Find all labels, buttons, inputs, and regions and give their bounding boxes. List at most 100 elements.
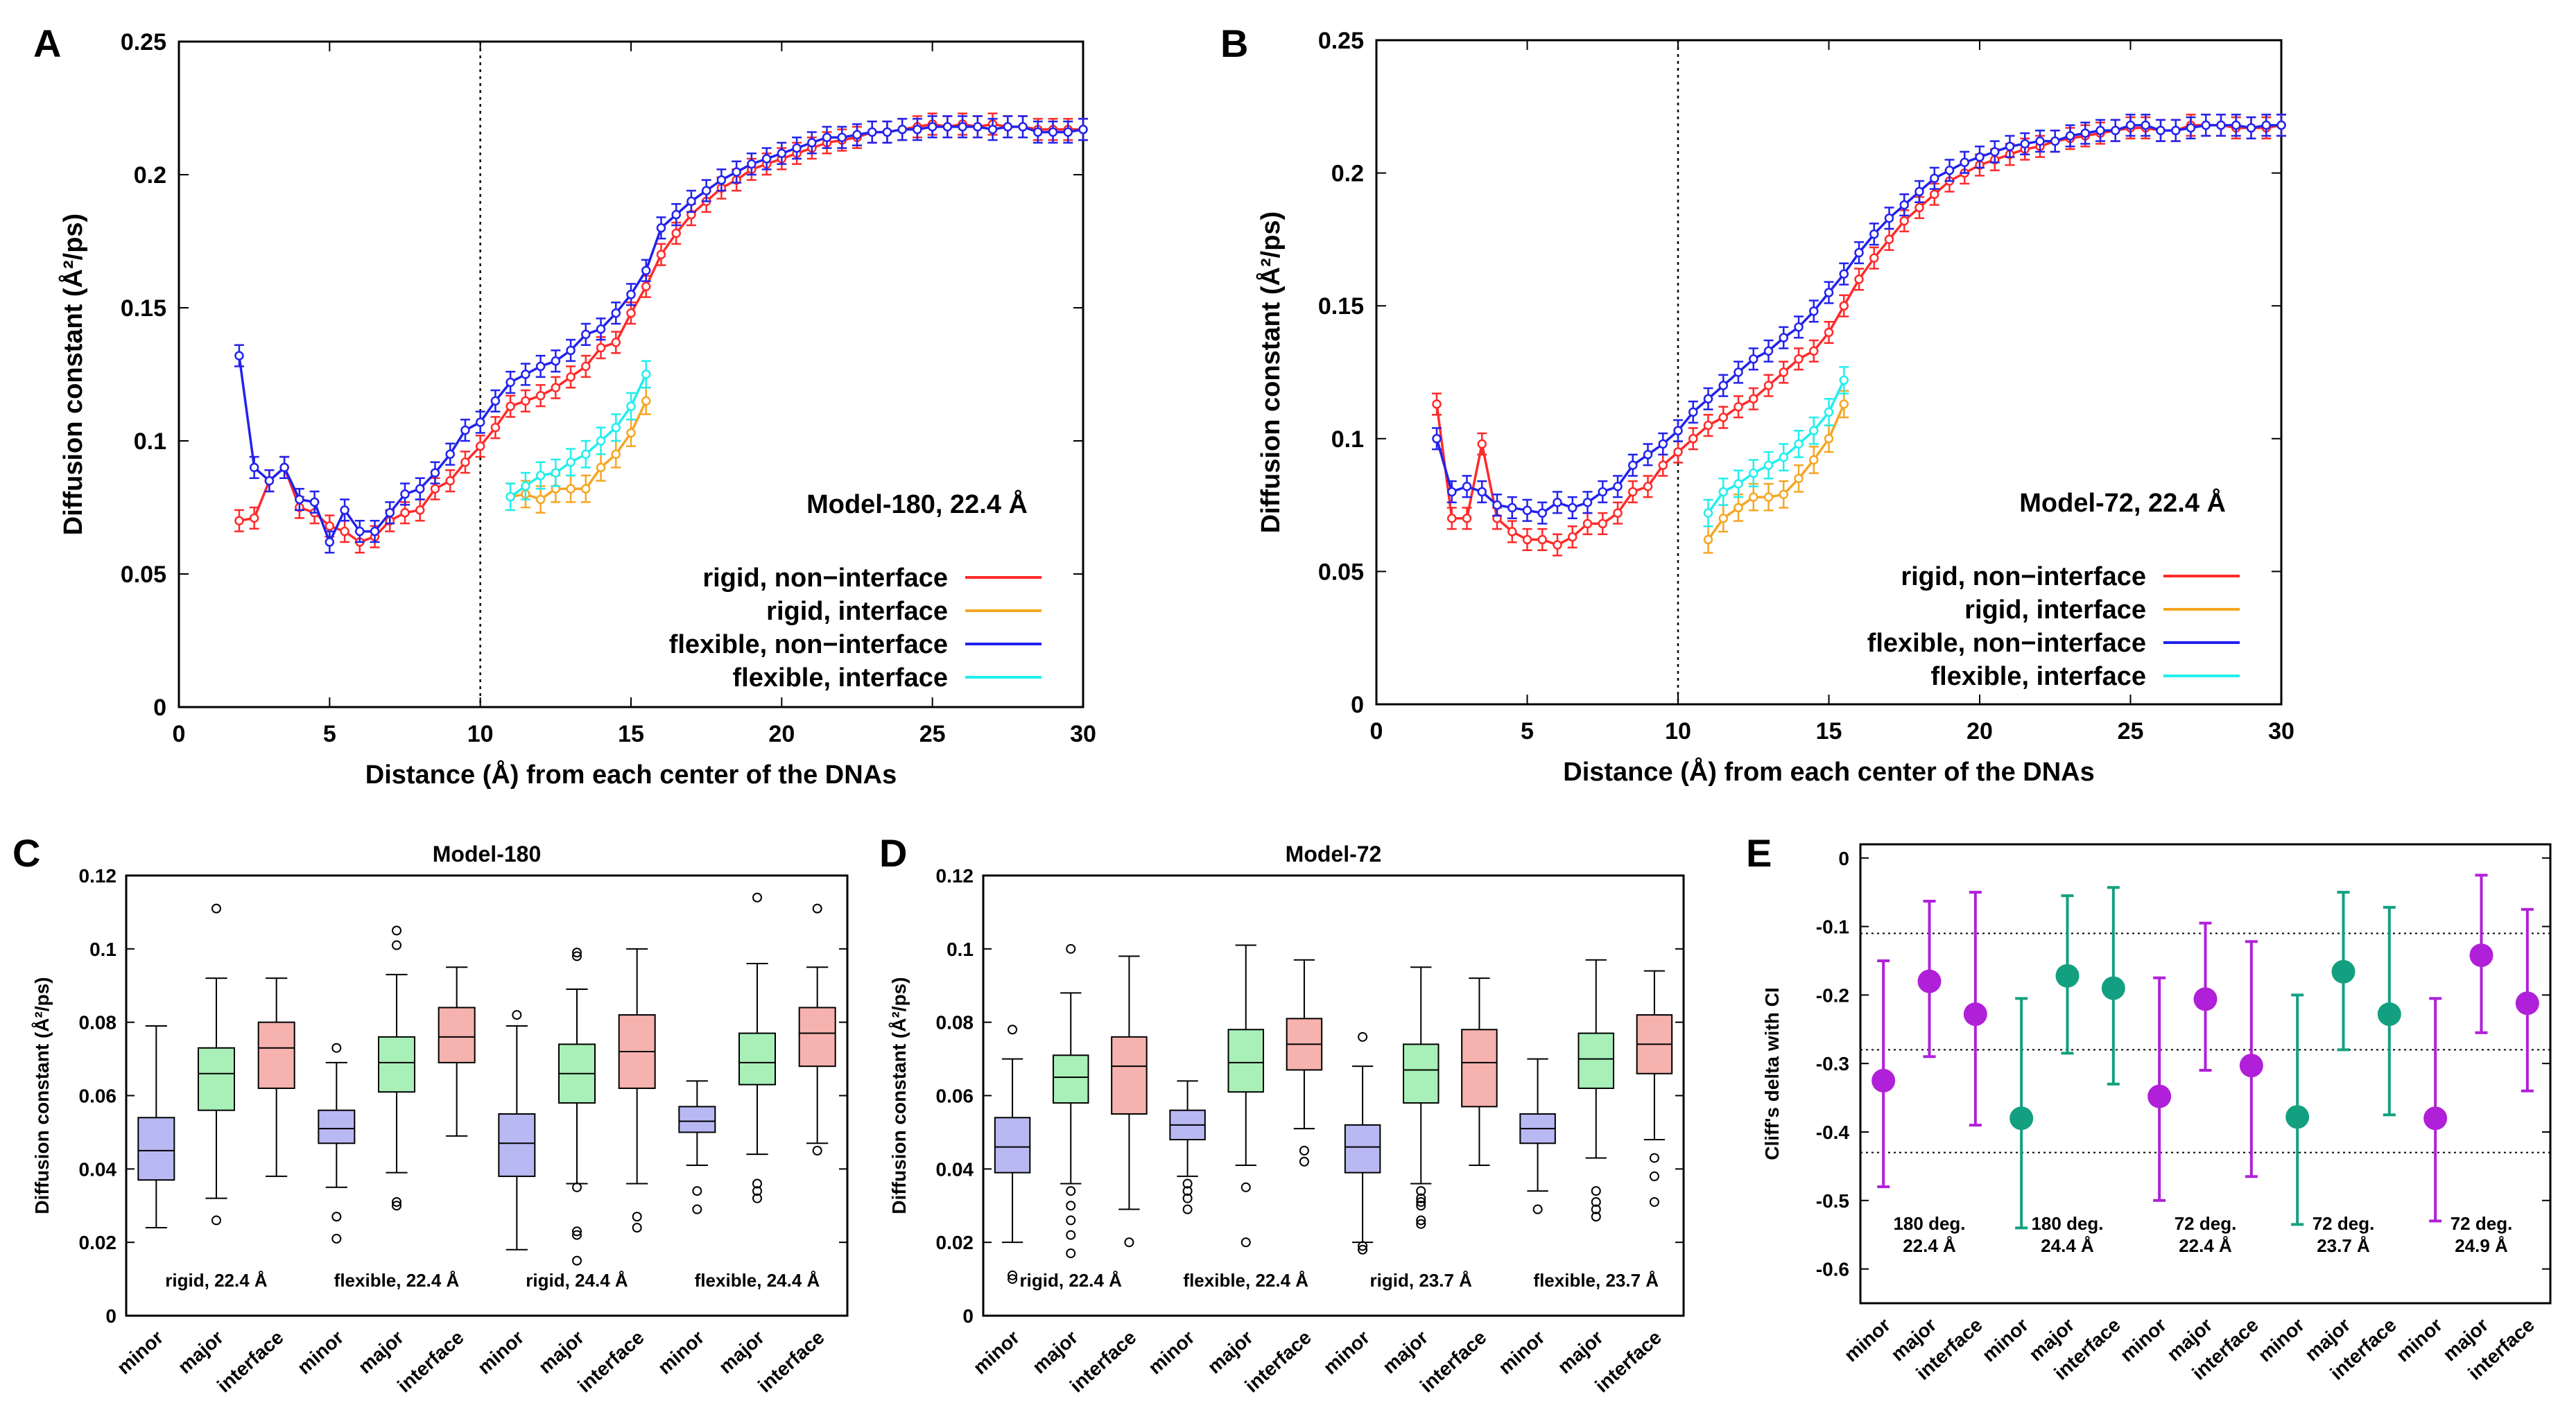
data-point (2216, 120, 2226, 130)
data-point (505, 401, 515, 411)
x-tick-label: 0 (1370, 718, 1383, 745)
y-tick-label: 0.05 (121, 561, 166, 588)
data-point (551, 383, 561, 392)
data-point (1734, 479, 1743, 489)
outlier-point (752, 1178, 762, 1189)
iqr-box (198, 1047, 235, 1111)
box-minor (1344, 1031, 1381, 1255)
y-tick-label: 0.12 (936, 865, 974, 887)
series-flexible-interface (505, 360, 651, 512)
group-label-line1: 180 deg. (2031, 1213, 2103, 1234)
series-rigid-interface (1703, 390, 1849, 554)
outlier-point (1124, 1237, 1134, 1248)
cliff-point-major (2469, 873, 2493, 1034)
data-point (1763, 460, 1774, 470)
data-point (611, 338, 621, 347)
iqr-box (498, 1113, 536, 1177)
data-point (535, 494, 546, 505)
data-point (400, 507, 410, 518)
data-point (1568, 532, 1577, 542)
data-point (1960, 157, 1969, 168)
category-label: major (1378, 1326, 1432, 1377)
data-point (1975, 152, 1985, 162)
outlier-point (211, 1215, 221, 1226)
category-label: major (1028, 1326, 1082, 1377)
data-point (566, 345, 576, 356)
data-point (596, 342, 606, 353)
data-point (1703, 420, 1713, 430)
x-tick-label: 15 (618, 721, 644, 747)
outlier-point (1066, 1230, 1076, 1240)
data-point (249, 513, 259, 523)
y-axis-label: Diffusion constant (Å²/ps) (1255, 211, 1286, 533)
data-point (1018, 122, 1028, 132)
cliff-point-major (2331, 891, 2355, 1052)
y-tick-label: 0.1 (134, 428, 166, 455)
data-point (566, 484, 576, 494)
legend-label: rigid, interface (766, 597, 948, 626)
outlier-point (1591, 1196, 1601, 1207)
data-point (1839, 375, 1849, 385)
outlier-point (1182, 1204, 1193, 1214)
outlier-point (1066, 1186, 1076, 1196)
category-label: minor (1320, 1326, 1374, 1378)
iqr-box (1344, 1124, 1381, 1174)
data-point (1839, 269, 1849, 279)
data-point (882, 127, 892, 137)
data-point (1688, 434, 1698, 444)
outlier-point (1358, 1241, 1368, 1251)
data-point (1930, 173, 1939, 184)
outlier-point (1649, 1153, 1659, 1163)
data-point (234, 351, 244, 360)
category-label: minor (2116, 1314, 2171, 1366)
data-point (535, 390, 546, 401)
y-tick-label: -0.3 (1816, 1053, 1849, 1074)
box-minor (678, 1080, 716, 1214)
data-point (2276, 120, 2286, 130)
category-label: major (354, 1326, 408, 1377)
box-interface (257, 977, 295, 1177)
y-tick-label: -0.2 (1816, 984, 1849, 1006)
category-label: minor (2392, 1314, 2447, 1366)
cliff-point-minor (2423, 997, 2448, 1223)
data-point (596, 436, 606, 446)
box-interface (1461, 977, 1498, 1167)
data-point (852, 130, 862, 140)
group-label: rigid, 23.7 Å (1370, 1270, 1473, 1291)
y-tick-label: 0 (1838, 848, 1849, 869)
data-point (626, 290, 636, 299)
data-point (686, 196, 696, 207)
series-line (239, 123, 1083, 543)
box-major (558, 948, 596, 1266)
delta-point (2423, 1106, 2448, 1131)
data-point (777, 148, 787, 159)
category-label: minor (113, 1326, 168, 1378)
category-label: interface (754, 1326, 828, 1396)
series-rigid-non-interface (234, 112, 1088, 554)
data-point (1432, 434, 1442, 444)
data-point (2186, 123, 2196, 133)
outlier-point (392, 940, 401, 950)
series-line (1707, 403, 1845, 541)
data-point (1522, 505, 1532, 516)
outlier-point (392, 925, 401, 936)
outlier-point (752, 1193, 762, 1203)
legend-label: rigid, non−interface (1901, 562, 2146, 591)
category-label: major (174, 1326, 227, 1377)
data-point (1794, 322, 1804, 332)
series-flexible-non-interface (1432, 114, 2286, 525)
category-label: interface (213, 1326, 287, 1396)
data-point (1809, 346, 1819, 356)
legend-label: flexible, non−interface (669, 630, 948, 659)
data-point (1749, 492, 1758, 502)
iqr-box (1403, 1043, 1440, 1104)
data-point (897, 124, 907, 134)
x-tick-label: 10 (467, 721, 494, 747)
category-label: major (1203, 1326, 1256, 1377)
outlier-point (1008, 1274, 1018, 1285)
category-label: interface (393, 1326, 467, 1396)
category-label: minor (654, 1326, 709, 1378)
group-label-line1: 180 deg. (1893, 1213, 1965, 1234)
data-point (1809, 455, 1819, 465)
